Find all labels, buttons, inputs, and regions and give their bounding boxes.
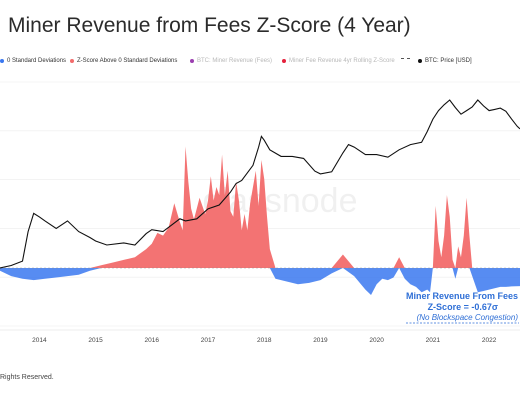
x-tick-label: 2014 xyxy=(32,337,47,344)
legend-marker-icon xyxy=(0,59,4,63)
annotation-line-1: Miner Revenue From Fees xyxy=(405,291,518,301)
legend-marker-icon xyxy=(70,59,74,63)
x-tick-label: 2018 xyxy=(257,337,272,344)
zscore-negative-area xyxy=(0,268,520,295)
grid xyxy=(0,81,520,331)
x-tick-label: 2020 xyxy=(369,337,384,344)
legend-marker-icon xyxy=(401,58,410,59)
x-axis-ticks: 2014 2015 2016 2017 2018 2019 2020 2021 2022 xyxy=(32,337,497,344)
x-tick-label: 2017 xyxy=(201,337,216,344)
legend-label: Miner Fee Revenue 4yr Rolling Z-Score xyxy=(289,58,395,64)
legend-marker-icon xyxy=(282,59,286,63)
legend-label: 0 Standard Deviations xyxy=(7,58,67,64)
legend-label: BTC: Price [USD] xyxy=(425,58,472,64)
annotation-line-2: Z-Score = -0.67σ xyxy=(427,302,498,312)
legend-marker-icon xyxy=(190,59,194,63)
legend-item[interactable]: BTC: Miner Revenue (Fees) xyxy=(190,58,272,64)
x-tick-label: 2019 xyxy=(313,337,328,344)
zscore-positive-area xyxy=(0,146,520,268)
legend-marker-icon xyxy=(418,59,422,63)
x-tick-label: 2022 xyxy=(482,337,497,344)
legend-label: BTC: Miner Revenue (Fees) xyxy=(197,58,273,64)
chart-title: Miner Revenue from Fees Z-Score (4 Year) xyxy=(8,14,411,37)
x-tick-label: 2016 xyxy=(145,337,160,344)
annotation-line-3: (No Blockspace Congestion) xyxy=(416,313,518,322)
x-tick-label: 2015 xyxy=(88,337,103,344)
x-tick-label: 2021 xyxy=(426,337,441,344)
btc-price-line xyxy=(0,99,520,269)
footer-copyright: Rights Reserved. xyxy=(0,374,54,381)
legend-item[interactable]: Miner Fee Revenue 4yr Rolling Z-Score xyxy=(282,58,395,64)
legend-item[interactable]: BTC: Price [USD] xyxy=(418,58,472,64)
legend-item[interactable]: 0 Standard Deviations xyxy=(0,58,66,64)
legend-item[interactable]: Z-Score Above 0 Standard Deviations xyxy=(70,58,177,64)
legend-label: Z-Score Above 0 Standard Deviations xyxy=(77,58,178,64)
legend: 0 Standard Deviations Z-Score Above 0 Sta… xyxy=(0,58,520,70)
legend-item[interactable] xyxy=(401,58,413,59)
